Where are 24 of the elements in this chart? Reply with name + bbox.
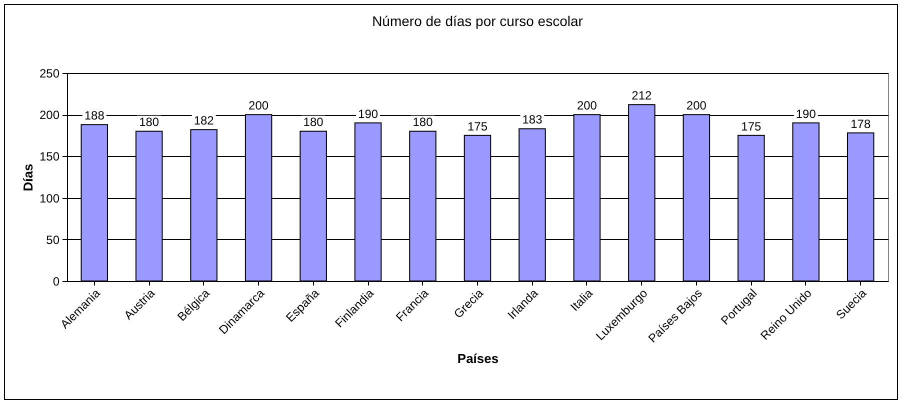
data-label: 175 [741, 119, 762, 134]
data-label: 182 [194, 114, 214, 128]
data-label: 180 [139, 115, 160, 130]
data-label: 190 [796, 106, 816, 121]
data-label: 188 [84, 108, 105, 123]
x-axis-title: Países [457, 350, 499, 366]
data-label: 178 [850, 116, 871, 131]
data-label: 183 [522, 112, 543, 127]
data-label: 200 [248, 98, 269, 113]
data-label: 200 [576, 98, 598, 113]
chart-title: Número de días por curso escolar [372, 13, 584, 29]
data-label: 180 [412, 115, 434, 130]
data-label: 190 [358, 106, 378, 121]
y-tick-label: 100 [39, 191, 60, 206]
data-label: 200 [686, 98, 707, 113]
y-tick-label: 250 [39, 66, 60, 80]
y-tick-label: 50 [46, 232, 60, 247]
y-tick-label: 0 [52, 274, 60, 288]
data-label: 175 [467, 119, 488, 134]
data-label: 212 [632, 88, 652, 103]
data-label: 180 [303, 115, 324, 130]
y-axis-title: Días [20, 164, 36, 192]
y-tick-label: 200 [39, 108, 60, 122]
y-tick-label: 150 [39, 150, 60, 164]
